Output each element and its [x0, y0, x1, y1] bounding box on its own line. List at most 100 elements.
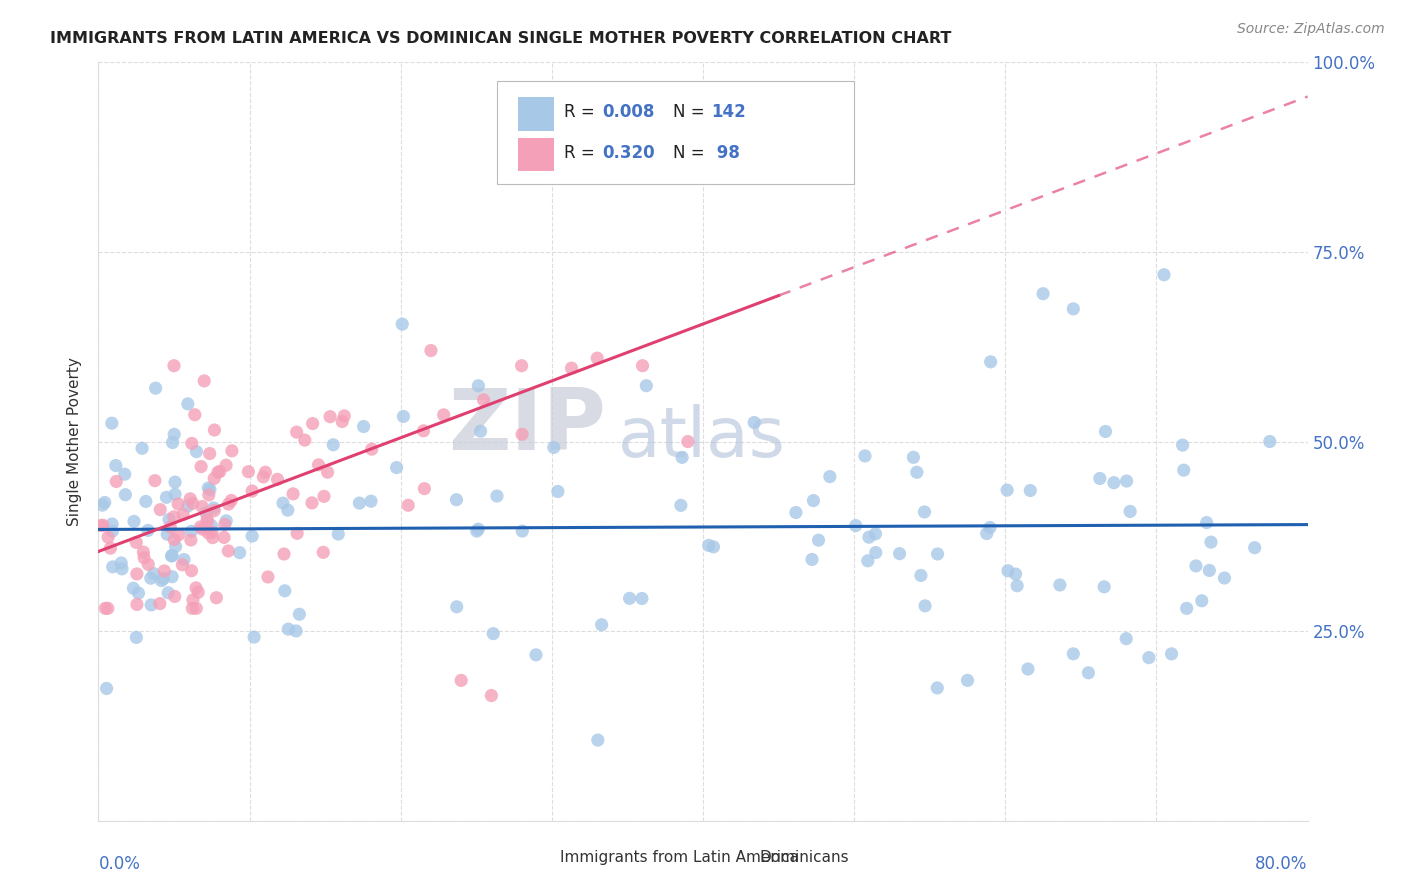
- Point: [214, 517, 236, 532]
- Point: [312, 489, 335, 503]
- Point: [676, 434, 699, 449]
- Point: [181, 601, 204, 615]
- Point: [165, 540, 187, 554]
- Point: [420, 343, 443, 358]
- Point: [1062, 647, 1084, 661]
- Point: [524, 648, 547, 662]
- Point: [180, 524, 202, 539]
- Point: [122, 581, 145, 595]
- Point: [1258, 434, 1281, 449]
- Point: [1213, 571, 1236, 585]
- Point: [1094, 425, 1116, 439]
- Point: [636, 378, 658, 392]
- Point: [159, 520, 181, 534]
- Point: [1119, 504, 1142, 518]
- Point: [845, 518, 868, 533]
- Point: [228, 546, 250, 560]
- Point: [995, 483, 1018, 497]
- Point: [619, 591, 641, 606]
- Point: [111, 562, 134, 576]
- Point: [470, 424, 492, 438]
- Point: [956, 673, 979, 688]
- Text: N =: N =: [672, 145, 710, 162]
- Text: Immigrants from Latin America: Immigrants from Latin America: [561, 849, 799, 864]
- Point: [543, 441, 565, 455]
- Point: [591, 617, 613, 632]
- Point: [240, 484, 263, 499]
- Point: [163, 475, 186, 490]
- Point: [285, 425, 308, 439]
- Point: [803, 493, 825, 508]
- Point: [482, 626, 505, 640]
- Point: [1199, 535, 1222, 549]
- Point: [181, 496, 204, 510]
- Point: [198, 488, 221, 502]
- Point: [172, 558, 194, 572]
- Point: [136, 524, 159, 538]
- Point: [155, 491, 177, 505]
- Point: [547, 484, 569, 499]
- Point: [785, 506, 807, 520]
- Point: [153, 564, 176, 578]
- Point: [139, 571, 162, 585]
- Point: [101, 516, 124, 531]
- Point: [413, 482, 436, 496]
- Point: [669, 499, 692, 513]
- Point: [173, 552, 195, 566]
- Point: [1077, 665, 1099, 680]
- Point: [110, 556, 132, 570]
- Point: [149, 502, 172, 516]
- Point: [157, 586, 180, 600]
- Point: [195, 515, 218, 529]
- Point: [905, 465, 928, 479]
- Point: [1160, 647, 1182, 661]
- Point: [157, 512, 180, 526]
- Point: [586, 351, 609, 366]
- Point: [801, 552, 824, 566]
- Point: [1195, 516, 1218, 530]
- Point: [322, 438, 344, 452]
- Point: [208, 465, 231, 479]
- Point: [1243, 541, 1265, 555]
- Point: [101, 560, 124, 574]
- Point: [271, 496, 294, 510]
- Text: Dominicans: Dominicans: [759, 849, 849, 864]
- Point: [914, 505, 936, 519]
- Point: [889, 547, 911, 561]
- Text: 0.320: 0.320: [603, 145, 655, 162]
- Point: [353, 419, 375, 434]
- Point: [1115, 474, 1137, 488]
- Text: ZIP: ZIP: [449, 384, 606, 468]
- Point: [125, 631, 148, 645]
- Text: 142: 142: [711, 103, 747, 121]
- Point: [980, 355, 1002, 369]
- Point: [240, 529, 263, 543]
- Point: [853, 449, 876, 463]
- Point: [301, 417, 323, 431]
- Point: [143, 474, 166, 488]
- Point: [254, 465, 277, 479]
- Point: [163, 533, 186, 547]
- Point: [312, 545, 335, 559]
- Point: [96, 681, 118, 696]
- Point: [631, 591, 654, 606]
- Point: [201, 531, 224, 545]
- Point: [197, 525, 219, 540]
- Bar: [727, 844, 754, 869]
- Text: IMMIGRANTS FROM LATIN AMERICA VS DOMINICAN SINGLE MOTHER POVERTY CORRELATION CHA: IMMIGRANTS FROM LATIN AMERICA VS DOMINIC…: [51, 31, 952, 46]
- Point: [181, 593, 204, 607]
- Point: [90, 518, 112, 533]
- Text: 0.008: 0.008: [603, 103, 655, 121]
- Point: [1102, 475, 1125, 490]
- Point: [180, 564, 202, 578]
- Point: [1198, 564, 1220, 578]
- Point: [172, 508, 194, 522]
- Point: [152, 572, 174, 586]
- Point: [1019, 483, 1042, 498]
- Point: [1004, 567, 1026, 582]
- Point: [91, 498, 114, 512]
- Point: [194, 506, 217, 520]
- Point: [467, 378, 489, 392]
- Point: [1049, 578, 1071, 592]
- Point: [510, 427, 533, 442]
